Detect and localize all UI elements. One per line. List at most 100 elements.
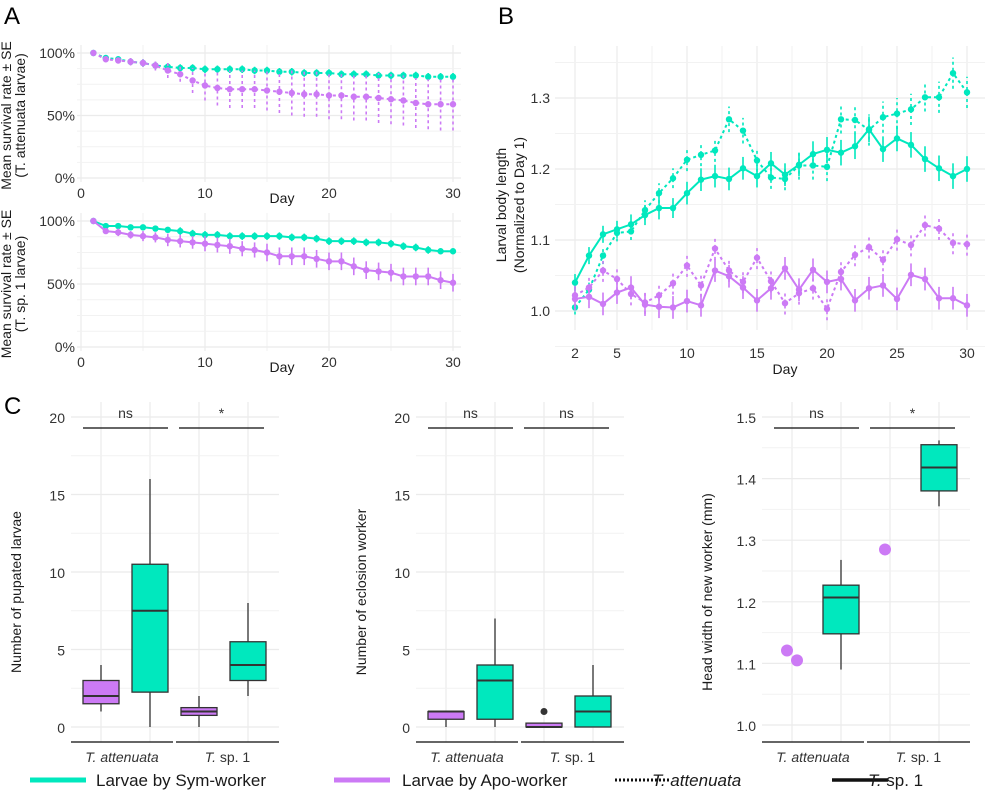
series-line — [574, 223, 968, 312]
legend: Larvae by Sym-worker Larvae by Apo-worker… — [30, 771, 923, 790]
legend-label-rest: sp. 1 — [882, 771, 924, 790]
data-point — [400, 97, 407, 104]
data-point — [214, 66, 221, 73]
data-point — [627, 228, 635, 235]
data-point — [613, 229, 621, 237]
data-point — [387, 96, 395, 103]
data-point — [276, 232, 283, 240]
group-label: T. attenuata — [430, 749, 504, 765]
data-point — [837, 268, 845, 276]
data-point — [338, 92, 345, 99]
data-point — [781, 299, 789, 307]
data-point — [753, 297, 761, 304]
data-point — [350, 237, 357, 245]
y-tick-label: 100% — [39, 213, 75, 229]
chart-C1: 0 5 10 15 20 Number of pupated larvae T. atten… — [8, 402, 279, 765]
data-point — [823, 305, 831, 313]
x-tick-label: 30 — [959, 345, 975, 361]
data-point — [865, 126, 873, 134]
data-point — [325, 69, 333, 77]
x-tick-label: 20 — [819, 345, 835, 361]
significance-label: ns — [559, 405, 574, 421]
data-point — [437, 277, 444, 284]
data-point — [669, 280, 677, 287]
data-point — [627, 221, 635, 228]
data-point — [201, 231, 209, 239]
data-point — [683, 156, 691, 163]
box — [131, 563, 169, 693]
box — [427, 710, 465, 720]
group-label-rest: sp. 1 — [561, 749, 595, 765]
data-point — [412, 99, 419, 107]
data-point — [791, 654, 803, 667]
data-point — [781, 265, 789, 272]
data-point — [613, 289, 621, 296]
data-point — [152, 62, 159, 69]
data-point — [189, 77, 196, 84]
data-point — [683, 297, 691, 305]
data-point — [437, 248, 444, 255]
legend-label: T. sp. 1 — [868, 771, 923, 790]
data-point — [102, 56, 110, 63]
data-point — [795, 290, 803, 297]
data-point — [879, 113, 887, 121]
y-tick-label: 100% — [39, 45, 75, 61]
y-axis-label: Mean survival rate ± SE — [0, 41, 14, 190]
y-tick-label: 0 — [57, 720, 65, 736]
data-point — [641, 206, 649, 214]
group-label-italic: T. attenuata — [430, 749, 504, 765]
data-point — [963, 302, 971, 309]
data-point — [585, 252, 593, 259]
data-point — [669, 204, 677, 212]
data-point — [711, 267, 719, 274]
data-point — [851, 251, 859, 259]
y-tick-label: 15 — [49, 488, 65, 504]
significance-label: ns — [463, 405, 478, 421]
data-point — [879, 282, 887, 289]
data-point — [325, 237, 333, 245]
data-point — [363, 239, 370, 246]
data-point — [767, 160, 775, 167]
box — [82, 679, 120, 705]
data-point — [325, 92, 333, 99]
box — [229, 641, 267, 682]
data-point — [375, 72, 382, 79]
y-tick-label: 10 — [394, 565, 410, 581]
data-point — [449, 101, 457, 108]
x-tick-label: 5 — [613, 345, 621, 361]
data-point — [177, 237, 184, 245]
x-axis-label: Day — [270, 190, 295, 206]
y-tick-label: 1.2 — [531, 161, 551, 177]
data-point — [781, 644, 793, 657]
data-point — [189, 239, 196, 246]
data-point — [226, 66, 233, 73]
data-point — [697, 302, 705, 309]
data-point — [338, 237, 345, 245]
data-point — [907, 271, 915, 278]
data-point — [164, 67, 171, 74]
data-point — [809, 162, 817, 169]
data-point — [313, 255, 320, 262]
data-point — [425, 246, 432, 254]
data-point — [669, 304, 677, 311]
data-point — [164, 236, 171, 244]
data-point — [697, 176, 705, 183]
y-tick-label: 5 — [57, 643, 65, 659]
data-point — [90, 217, 97, 225]
data-point — [412, 72, 419, 79]
y-tick-label: 1.4 — [737, 472, 757, 488]
data-point — [571, 279, 579, 286]
data-point — [935, 225, 943, 232]
data-point — [251, 86, 258, 93]
series-line — [92, 52, 453, 106]
data-point — [127, 58, 134, 65]
group-label-rest: sp. 1 — [907, 749, 941, 765]
data-point — [387, 240, 395, 247]
data-point — [935, 94, 943, 101]
data-point — [437, 101, 444, 108]
data-point — [655, 292, 663, 299]
y-tick-label: 0% — [55, 339, 75, 355]
data-point — [263, 232, 271, 240]
group-label: T. sp. 1 — [896, 749, 942, 765]
box — [822, 584, 860, 635]
